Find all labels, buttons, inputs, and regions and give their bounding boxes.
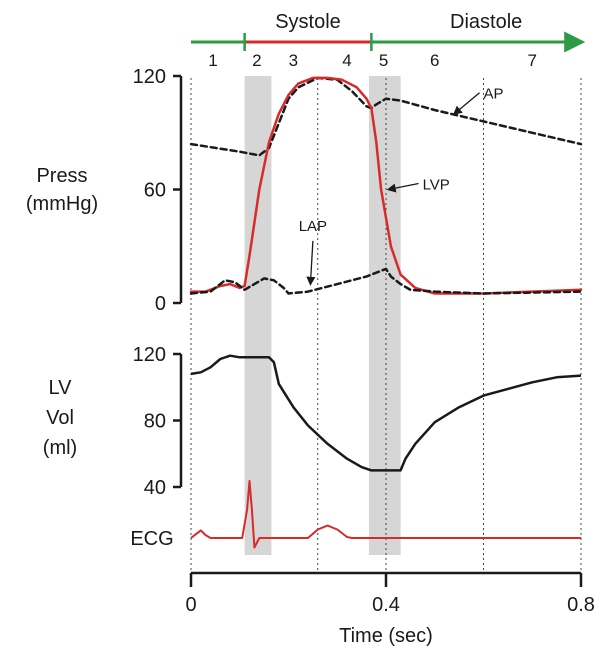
annotation-label-lap: LAP [299, 218, 327, 235]
series-lv-volume [190, 354, 582, 472]
annotation-label-lvp: LVP [423, 177, 450, 194]
annotation-arrow [386, 182, 419, 193]
phase-header: Systole Diastole 1 2 3 4 5 6 7 [191, 11, 586, 70]
volume-tick-label: 120 [133, 344, 166, 366]
series-ap [189, 76, 583, 157]
pressure-tick-label: 0 [155, 293, 166, 315]
annotations-layer: AP LVP LAP [299, 86, 504, 286]
phase-number-label: 7 [528, 51, 537, 70]
phase-number-label: 3 [289, 51, 298, 70]
phase-number-label: 6 [430, 51, 439, 70]
pressure-tick-label: 60 [144, 180, 166, 202]
axes-layer: 0 60 120 Press (mmHg) 40 80 120 LV Vol (ml) ECG 0 0.4… [26, 66, 595, 647]
series-ecg [190, 480, 581, 549]
annotation-arrow [306, 240, 316, 286]
isovolumic-band [368, 76, 401, 555]
series-layer [189, 76, 583, 549]
volume-tick-label: 40 [144, 477, 166, 499]
annotation-arrow [452, 92, 480, 116]
series-lap [189, 267, 583, 295]
ecg-label: ECG [130, 528, 173, 550]
pressure-tick-label: 120 [133, 66, 166, 88]
time-tick-label: 0 [185, 594, 196, 616]
time-tick-label: 0.8 [567, 594, 595, 616]
volume-tick-label: 80 [144, 411, 166, 433]
volume-axis-title: (ml) [43, 437, 77, 459]
systole-label: Systole [275, 11, 341, 33]
phase-number-label: 5 [379, 51, 388, 70]
pressure-axis-title: (mmHg) [26, 193, 98, 215]
volume-axis-title: LV [49, 377, 73, 399]
phase-number-label: 2 [252, 51, 261, 70]
volume-axis-title: Vol [46, 407, 74, 429]
time-tick-label: 0.4 [372, 594, 400, 616]
time-axis-title: Time (sec) [339, 625, 433, 647]
pressure-axis-title: Press [36, 165, 87, 187]
annotation-label-ap: AP [484, 86, 504, 103]
diastole-label: Diastole [450, 11, 522, 33]
phase-number-label: 1 [208, 51, 217, 70]
phase-number-label: 4 [342, 51, 351, 70]
